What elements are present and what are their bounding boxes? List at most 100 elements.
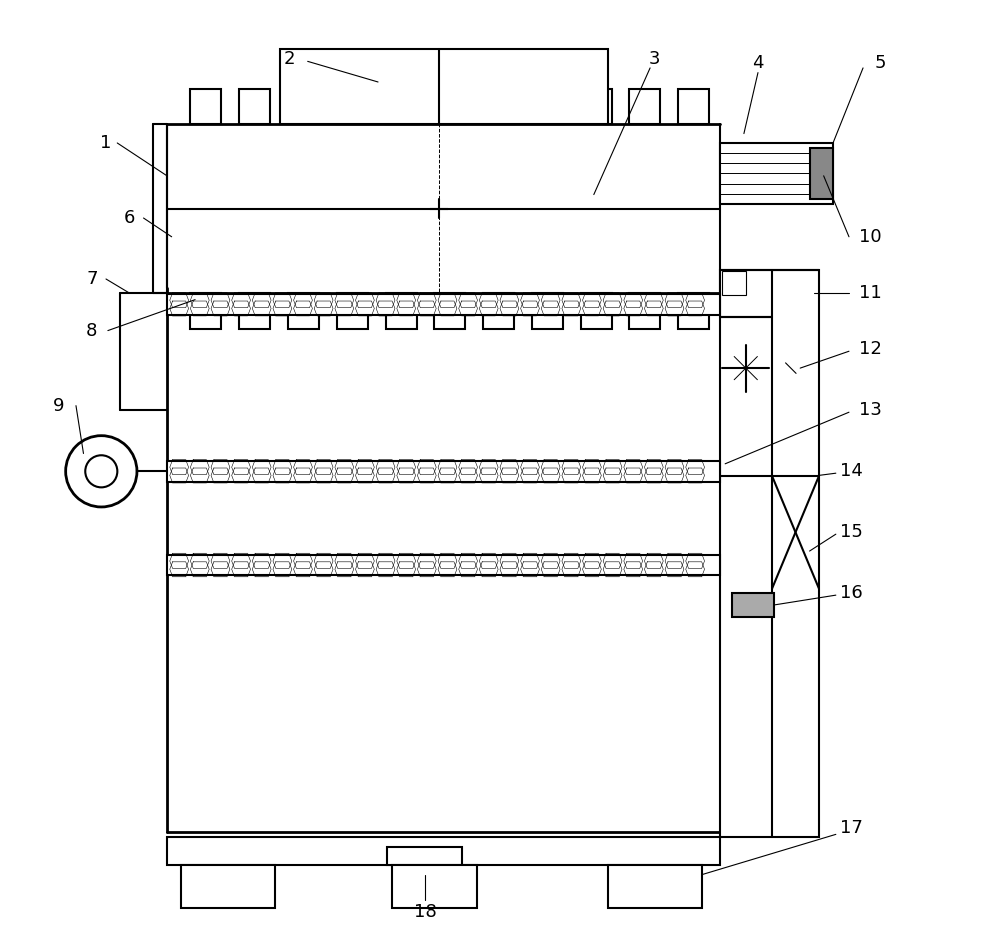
Polygon shape	[500, 468, 519, 483]
Text: 3: 3	[649, 50, 661, 68]
Polygon shape	[686, 460, 705, 475]
Polygon shape	[479, 293, 498, 307]
Bar	[387, 846, 462, 865]
Polygon shape	[190, 293, 209, 307]
Bar	[722, 271, 746, 295]
Polygon shape	[459, 293, 477, 307]
Text: 8: 8	[86, 322, 98, 340]
Polygon shape	[417, 468, 436, 483]
Bar	[167, 555, 720, 575]
Polygon shape	[397, 468, 416, 483]
Polygon shape	[562, 553, 581, 568]
Bar	[434, 293, 465, 328]
Polygon shape	[356, 553, 374, 568]
Polygon shape	[479, 301, 498, 316]
Polygon shape	[521, 293, 539, 307]
Polygon shape	[170, 468, 189, 483]
Polygon shape	[459, 301, 477, 316]
Polygon shape	[376, 293, 395, 307]
Polygon shape	[252, 553, 271, 568]
Polygon shape	[170, 293, 189, 307]
Polygon shape	[479, 468, 498, 483]
Text: 10: 10	[859, 228, 882, 246]
Polygon shape	[417, 460, 436, 475]
Polygon shape	[252, 301, 271, 316]
Bar	[386, 293, 417, 328]
Polygon shape	[273, 301, 292, 316]
Polygon shape	[603, 553, 622, 568]
Polygon shape	[190, 460, 209, 475]
Polygon shape	[521, 468, 539, 483]
Polygon shape	[294, 460, 312, 475]
Polygon shape	[644, 562, 663, 577]
Bar	[337, 89, 368, 124]
Polygon shape	[356, 562, 374, 577]
Bar	[288, 293, 319, 328]
Polygon shape	[211, 301, 230, 316]
Polygon shape	[314, 460, 333, 475]
Polygon shape	[335, 468, 354, 483]
Polygon shape	[624, 468, 643, 483]
Polygon shape	[170, 301, 189, 316]
Polygon shape	[314, 553, 333, 568]
Polygon shape	[356, 468, 374, 483]
Text: 12: 12	[859, 341, 882, 358]
Polygon shape	[541, 301, 560, 316]
Polygon shape	[500, 460, 519, 475]
Polygon shape	[665, 468, 684, 483]
Polygon shape	[211, 553, 230, 568]
Bar	[720, 269, 819, 837]
Polygon shape	[190, 468, 209, 483]
Polygon shape	[541, 553, 560, 568]
Bar	[190, 89, 221, 124]
Polygon shape	[686, 553, 705, 568]
Bar	[288, 89, 319, 124]
Bar	[239, 293, 270, 328]
Polygon shape	[644, 553, 663, 568]
Polygon shape	[376, 460, 395, 475]
Polygon shape	[232, 293, 250, 307]
Polygon shape	[438, 293, 457, 307]
Polygon shape	[397, 553, 416, 568]
Polygon shape	[211, 293, 230, 307]
Text: 11: 11	[859, 284, 882, 302]
Polygon shape	[190, 553, 209, 568]
Bar	[483, 89, 514, 124]
Bar	[167, 294, 720, 315]
Polygon shape	[294, 301, 312, 316]
Polygon shape	[521, 301, 539, 316]
Polygon shape	[500, 301, 519, 316]
Polygon shape	[603, 460, 622, 475]
Polygon shape	[665, 293, 684, 307]
Polygon shape	[459, 468, 477, 483]
Polygon shape	[335, 553, 354, 568]
Polygon shape	[686, 468, 705, 483]
Bar	[532, 89, 563, 124]
Text: 9: 9	[53, 397, 65, 415]
Polygon shape	[459, 460, 477, 475]
Bar	[181, 865, 275, 907]
Polygon shape	[479, 460, 498, 475]
Polygon shape	[459, 562, 477, 577]
Polygon shape	[624, 460, 643, 475]
Polygon shape	[686, 293, 705, 307]
Polygon shape	[541, 468, 560, 483]
Polygon shape	[252, 293, 271, 307]
Polygon shape	[211, 468, 230, 483]
Bar	[678, 293, 709, 328]
Polygon shape	[417, 562, 436, 577]
Polygon shape	[624, 562, 643, 577]
Polygon shape	[314, 293, 333, 307]
Polygon shape	[314, 562, 333, 577]
Polygon shape	[376, 562, 395, 577]
Polygon shape	[417, 553, 436, 568]
Polygon shape	[211, 460, 230, 475]
Text: 13: 13	[859, 402, 882, 419]
Polygon shape	[603, 301, 622, 316]
Polygon shape	[397, 460, 416, 475]
Bar	[608, 865, 702, 907]
Polygon shape	[665, 553, 684, 568]
Bar	[337, 293, 368, 328]
Polygon shape	[583, 460, 601, 475]
Polygon shape	[273, 553, 292, 568]
